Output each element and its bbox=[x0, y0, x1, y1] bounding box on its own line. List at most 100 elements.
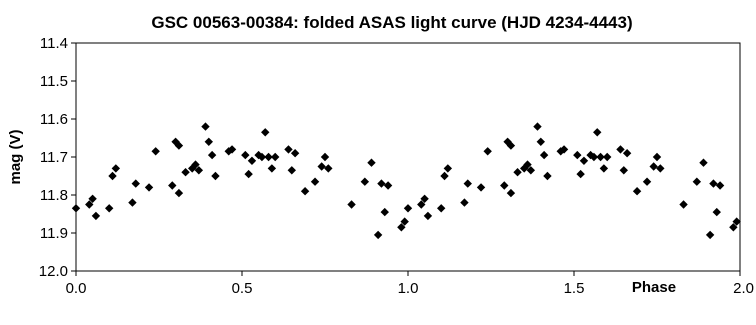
data-point bbox=[593, 128, 602, 137]
data-point bbox=[420, 194, 429, 203]
data-point bbox=[91, 211, 101, 221]
data-point bbox=[460, 198, 469, 207]
data-point bbox=[290, 149, 300, 158]
data-point bbox=[151, 147, 160, 156]
data-point bbox=[128, 198, 137, 207]
data-point bbox=[310, 177, 320, 186]
data-point bbox=[317, 162, 326, 171]
data-point bbox=[705, 230, 715, 240]
data-point bbox=[267, 164, 277, 173]
data-point bbox=[111, 164, 121, 173]
data-point bbox=[204, 137, 213, 146]
data-point bbox=[373, 230, 383, 240]
data-point bbox=[513, 168, 522, 177]
data-point bbox=[576, 169, 585, 179]
y-tick-label: 11.7 bbox=[40, 149, 68, 166]
data-point bbox=[108, 171, 117, 181]
y-tick-label: 12.0 bbox=[39, 263, 68, 280]
data-point bbox=[71, 204, 81, 213]
data-point bbox=[506, 188, 516, 198]
data-point bbox=[85, 200, 94, 209]
y-tick-label: 11.6 bbox=[40, 111, 68, 128]
data-point bbox=[506, 141, 516, 150]
x-tick-label: 1.5 bbox=[564, 280, 585, 297]
data-point bbox=[619, 166, 628, 175]
data-point bbox=[632, 187, 642, 196]
data-point bbox=[241, 150, 250, 160]
data-point bbox=[284, 145, 293, 154]
data-point bbox=[536, 137, 545, 146]
data-point bbox=[579, 156, 589, 165]
data-point bbox=[533, 122, 542, 131]
data-point bbox=[383, 181, 393, 190]
data-point bbox=[732, 217, 741, 226]
data-point bbox=[526, 166, 536, 175]
data-point bbox=[417, 200, 426, 209]
data-point bbox=[715, 181, 725, 190]
y-axis: 11.4 11.5 11.6 11.7 11.8 11.9 12.0 bbox=[39, 35, 76, 280]
data-point bbox=[360, 177, 370, 186]
data-point bbox=[257, 152, 267, 162]
data-point bbox=[88, 194, 97, 203]
data-point bbox=[191, 160, 200, 169]
data-point bbox=[709, 179, 718, 188]
data-point bbox=[287, 166, 296, 175]
data-point bbox=[320, 152, 330, 162]
data-point bbox=[642, 177, 652, 186]
x-tick-label: 1.0 bbox=[398, 280, 419, 297]
data-point bbox=[227, 145, 237, 154]
data-point bbox=[483, 147, 492, 156]
data-point bbox=[211, 171, 220, 181]
data-point bbox=[596, 152, 605, 162]
data-point bbox=[131, 179, 140, 188]
data-point bbox=[437, 204, 446, 213]
data-point bbox=[201, 122, 210, 131]
data-point bbox=[712, 207, 721, 217]
data-point bbox=[377, 179, 386, 188]
data-point bbox=[649, 162, 658, 171]
data-point bbox=[105, 204, 114, 213]
data-point bbox=[500, 181, 509, 190]
data-point bbox=[347, 200, 356, 209]
data-point bbox=[403, 204, 413, 213]
data-point bbox=[729, 223, 738, 232]
data-point bbox=[622, 149, 632, 158]
x-tick-label: 0.5 bbox=[232, 280, 253, 297]
data-point bbox=[174, 188, 184, 198]
data-point bbox=[652, 152, 662, 162]
data-point bbox=[380, 207, 389, 217]
data-point bbox=[556, 147, 565, 156]
data-point bbox=[463, 179, 472, 188]
y-tick-label: 11.9 bbox=[40, 225, 68, 242]
data-point bbox=[603, 152, 612, 162]
data-point bbox=[440, 171, 449, 181]
data-point bbox=[174, 141, 184, 150]
x-axis: 0.0 0.5 1.0 1.5 2.0 bbox=[66, 271, 754, 297]
data-point bbox=[699, 158, 708, 167]
data-point bbox=[261, 128, 270, 137]
data-point bbox=[586, 150, 595, 160]
data-point bbox=[543, 171, 552, 181]
y-axis-label: mag (V) bbox=[7, 129, 24, 184]
data-point bbox=[207, 150, 217, 160]
data-point bbox=[300, 187, 310, 196]
data-point bbox=[520, 164, 529, 173]
x-tick-label: 0.0 bbox=[66, 280, 87, 297]
data-point bbox=[539, 150, 549, 160]
y-tick-label: 11.5 bbox=[40, 73, 68, 90]
data-point bbox=[168, 181, 177, 190]
data-point bbox=[573, 150, 582, 160]
data-point bbox=[559, 145, 569, 154]
x-tick-label: 2.0 bbox=[733, 280, 754, 297]
data-points bbox=[71, 122, 741, 240]
data-point bbox=[194, 166, 204, 175]
y-tick-label: 11.4 bbox=[40, 35, 68, 52]
data-point bbox=[423, 211, 433, 221]
data-point bbox=[476, 183, 486, 192]
data-point bbox=[247, 156, 257, 165]
data-point bbox=[367, 158, 376, 167]
data-point bbox=[692, 177, 702, 186]
data-point bbox=[616, 145, 625, 154]
data-point bbox=[599, 164, 609, 173]
